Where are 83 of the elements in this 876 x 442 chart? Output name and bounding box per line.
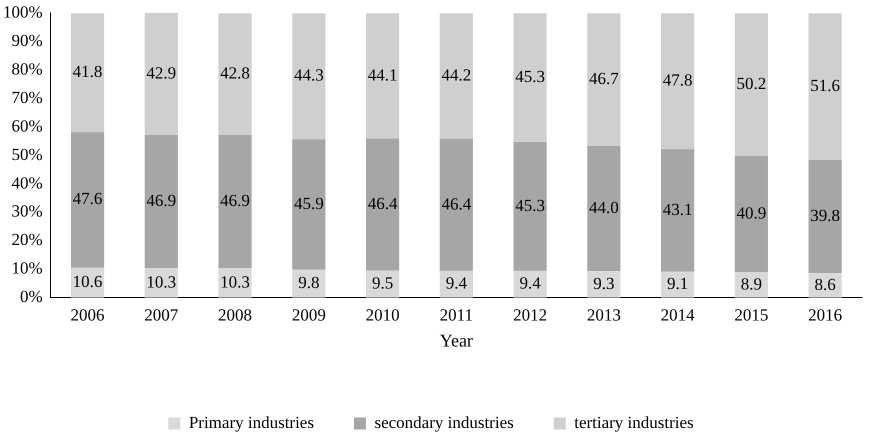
y-tick-label: 20%: [11, 230, 43, 250]
data-label: 44.3: [294, 66, 324, 85]
data-label: 43.1: [662, 200, 692, 219]
x-tick-label: 2006: [70, 305, 105, 324]
bar: [661, 13, 694, 150]
x-tick-label: 2014: [660, 305, 696, 324]
data-label: 42.9: [146, 63, 176, 82]
y-tick-label: 50%: [11, 144, 43, 164]
bar: [366, 138, 400, 271]
bar: [440, 138, 473, 271]
data-label: 8.9: [740, 274, 762, 294]
bar: [587, 13, 620, 146]
y-tick-label: 10%: [11, 258, 43, 278]
bar: [513, 142, 547, 271]
data-label: 44.0: [588, 198, 619, 218]
bar: [587, 146, 620, 272]
bar: [218, 13, 252, 135]
bar: [70, 132, 104, 268]
data-label: 46.7: [588, 69, 620, 88]
x-tick-label: 2012: [513, 305, 548, 324]
bar: [808, 160, 842, 274]
x-tick-label: 2008: [218, 305, 252, 324]
bar: [734, 13, 768, 156]
y-tick-label: 30%: [11, 202, 43, 221]
x-axis-title: Year: [440, 330, 473, 351]
x-tick-label: 2015: [734, 305, 768, 324]
data-label: 41.8: [72, 62, 102, 82]
data-label: 46.9: [220, 191, 250, 210]
data-label: 47.6: [72, 189, 102, 208]
y-tick-label: 60%: [11, 116, 43, 136]
bar: [808, 13, 842, 160]
bar: [292, 13, 326, 140]
data-label: 40.9: [736, 204, 766, 223]
x-tick-label: 2009: [292, 305, 326, 324]
bar: [144, 134, 178, 268]
data-label: 10.3: [220, 272, 250, 292]
legend-label: secondary industries: [374, 412, 514, 432]
data-label: 9.4: [519, 274, 542, 293]
y-tick-label: 100%: [2, 2, 43, 22]
data-label: 42.8: [220, 64, 250, 83]
bar: [661, 149, 694, 272]
data-label: 9.1: [666, 274, 688, 294]
bar: [292, 270, 326, 298]
data-label: 45.3: [515, 196, 545, 215]
bar: [70, 13, 104, 132]
bar: [513, 13, 547, 142]
x-tick-label: 2016: [808, 305, 842, 324]
data-label: 39.8: [810, 206, 840, 226]
data-label: 9.8: [298, 273, 320, 292]
data-label: 45.9: [294, 194, 324, 213]
data-label: 46.9: [146, 191, 176, 210]
data-label: 10.6: [72, 272, 102, 291]
data-label: 9.5: [372, 274, 394, 293]
x-tick-label: 2011: [440, 305, 474, 324]
y-tick-label: 0%: [20, 287, 43, 306]
bar: [661, 272, 694, 298]
y-tick-label: 40%: [11, 173, 43, 192]
data-label: 44.2: [441, 66, 472, 85]
bar: [440, 13, 473, 139]
bar: [218, 134, 252, 268]
y-tick-label: 80%: [11, 60, 43, 79]
y-tick-label: 70%: [11, 88, 43, 107]
data-label: 50.2: [736, 74, 766, 94]
legend-label: tertiary industries: [574, 412, 694, 432]
bar: [366, 13, 400, 139]
data-label: 9.4: [446, 274, 468, 293]
data-label: 51.6: [810, 76, 840, 96]
x-tick-label: 2007: [144, 305, 179, 324]
data-label: 8.6: [814, 274, 836, 294]
data-label: 9.3: [593, 274, 614, 293]
x-tick-label: 2013: [586, 305, 621, 324]
bar: [734, 156, 768, 272]
data-label: 47.8: [662, 70, 692, 90]
x-tick-label: 2010: [366, 305, 400, 324]
data-label: 45.3: [515, 67, 545, 86]
bar: [144, 12, 178, 135]
data-label: 10.3: [146, 272, 176, 292]
data-label: 44.1: [368, 65, 398, 84]
legend-label: Primary industries: [188, 412, 314, 432]
data-label: 46.4: [368, 194, 398, 214]
y-tick-label: 90%: [11, 31, 43, 50]
data-label: 46.4: [441, 194, 472, 214]
bar: [292, 139, 326, 270]
